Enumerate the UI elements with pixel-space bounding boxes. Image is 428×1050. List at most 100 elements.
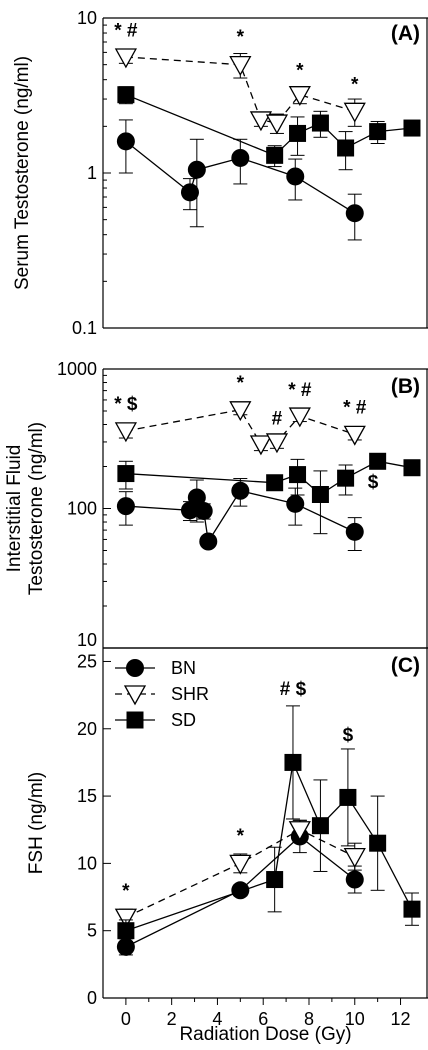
y-tick-label: 25 [77, 651, 97, 671]
data-point [266, 871, 284, 889]
data-point [117, 922, 135, 940]
y-axis-title: Interstitial Fluid [4, 445, 25, 573]
panel-label: (A) [391, 22, 420, 45]
data-point [116, 132, 135, 151]
y-tick-label: 10 [77, 853, 97, 873]
data-point [116, 937, 135, 956]
y-axis-title: FSH (ng/ml) [26, 772, 47, 874]
data-point [229, 854, 252, 875]
series-sd [117, 86, 421, 171]
data-point [369, 452, 387, 470]
data-point [343, 848, 366, 868]
series-line [125, 56, 355, 124]
data-point [369, 834, 387, 852]
data-point [117, 465, 135, 483]
data-point [288, 86, 311, 107]
data-point [288, 821, 311, 842]
data-point [311, 114, 329, 132]
data-point [343, 425, 366, 446]
data-point [231, 481, 250, 500]
panel-c: 0 5 10 15 20 25 FSH (ng/ml) (C) * * # $ $ BN SHR SD [26, 647, 428, 1008]
series-shr [114, 401, 366, 456]
data-point [229, 56, 252, 76]
x-axis: 0 2 4 6 8 10 12 [121, 998, 411, 1029]
series-line [125, 835, 356, 948]
significance-label: * [237, 27, 245, 48]
data-point [345, 522, 364, 541]
data-point [266, 146, 284, 164]
panel-label: (C) [391, 654, 420, 677]
x-tick-label: 4 [212, 1009, 222, 1029]
legend-label: SHR [171, 684, 209, 704]
data-point [311, 485, 329, 503]
data-point [337, 139, 355, 157]
significance-label: * [237, 373, 245, 394]
legend: BN SHR SD [115, 658, 209, 730]
panels: 0.1 1 10 Serum Testosterone (ng/ml) (A) * # * *… [4, 8, 428, 1029]
data-point [231, 148, 250, 167]
data-point [114, 48, 137, 69]
significance-label: # [272, 409, 283, 430]
y-axis-title: Serum Testosterone (ng/ml) [12, 56, 33, 290]
data-point [199, 532, 218, 551]
significance-label: * [296, 60, 304, 81]
data-point [339, 788, 357, 806]
y-tick-label: 5 [87, 921, 97, 941]
legend-label: BN [171, 658, 196, 678]
legend-marker [126, 659, 144, 677]
data-point [403, 119, 421, 137]
data-point [345, 870, 364, 889]
series-shr [114, 48, 366, 135]
data-point [229, 401, 252, 422]
data-point [265, 114, 289, 135]
series-line [125, 828, 356, 918]
data-point [231, 881, 250, 900]
data-point [249, 435, 273, 456]
x-tick-label: 8 [304, 1009, 314, 1029]
significance-label: * # [343, 397, 367, 418]
data-point [286, 494, 305, 513]
y-tick-label: 0 [87, 988, 97, 1008]
x-tick-label: 6 [258, 1009, 268, 1029]
significance-label: # $ [280, 679, 307, 700]
significance-label: * $ [114, 394, 138, 415]
data-point [369, 123, 387, 141]
x-axis-title: Radiation Dose (Gy) [179, 1024, 351, 1045]
y-tick-label: 10 [77, 8, 97, 28]
data-point [343, 102, 366, 123]
y-tick-label: 1 [87, 163, 97, 183]
data-point [289, 124, 307, 142]
significance-label: * [351, 75, 359, 96]
significance-label: * [122, 881, 130, 902]
series-sd [117, 705, 421, 942]
panel-b: 10 100 1000 Interstitial Fluid Testosterone … [4, 359, 428, 650]
data-point [345, 204, 364, 223]
y-tick-label: 1000 [57, 359, 97, 379]
data-point [403, 459, 421, 477]
y-tick-label: 20 [77, 719, 97, 739]
series-line [125, 409, 356, 445]
y-tick-label: 0.1 [72, 318, 97, 338]
x-tick-label: 2 [167, 1009, 177, 1029]
data-point [194, 501, 213, 520]
panel-a: 0.1 1 10 Serum Testosterone (ng/ml) (A) * # * *… [12, 8, 428, 338]
significance-label: $ [343, 725, 354, 746]
series-sd [117, 452, 421, 535]
data-point [117, 86, 135, 104]
significance-label: * # [288, 380, 312, 401]
data-point [114, 422, 137, 443]
significance-label: * # [114, 20, 138, 41]
data-point [249, 111, 273, 132]
series-shr [114, 819, 366, 929]
series-line [125, 94, 413, 157]
legend-marker [123, 685, 147, 706]
data-point [337, 469, 355, 487]
data-point [311, 817, 329, 835]
data-point [289, 466, 307, 484]
legend-label: SD [171, 710, 196, 730]
data-point [114, 908, 137, 929]
data-point [116, 497, 135, 516]
data-point [180, 183, 199, 202]
data-point [266, 474, 284, 492]
